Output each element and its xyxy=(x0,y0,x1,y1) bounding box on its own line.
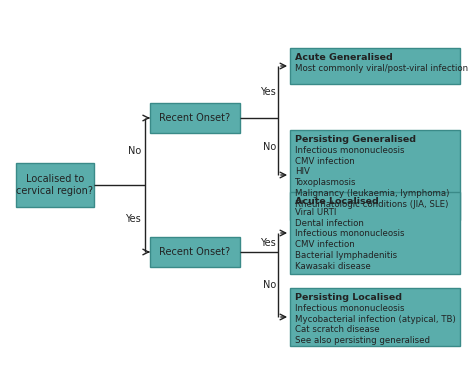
Text: Most commonly viral/post-viral infection: Most commonly viral/post-viral infection xyxy=(295,64,468,73)
FancyBboxPatch shape xyxy=(290,192,460,274)
Text: Infectious mononucleosis
Mycobacterial infection (atypical, TB)
Cat scratch dise: Infectious mononucleosis Mycobacterial i… xyxy=(295,304,456,345)
Text: No: No xyxy=(263,280,276,290)
Text: Recent Onset?: Recent Onset? xyxy=(159,247,230,257)
Text: Acute Localised: Acute Localised xyxy=(295,197,379,206)
Text: Recent Onset?: Recent Onset? xyxy=(159,113,230,123)
Text: Persisting Localised: Persisting Localised xyxy=(295,293,402,302)
Text: No: No xyxy=(128,146,141,156)
Text: Localised to
cervical region?: Localised to cervical region? xyxy=(17,174,93,196)
FancyBboxPatch shape xyxy=(150,103,240,133)
Text: Yes: Yes xyxy=(260,87,276,97)
Text: Persisting Generalised: Persisting Generalised xyxy=(295,135,416,144)
FancyBboxPatch shape xyxy=(290,48,460,84)
Text: Viral URTI
Dental infection
Infectious mononucleosis
CMV infection
Bacterial lym: Viral URTI Dental infection Infectious m… xyxy=(295,208,404,271)
FancyBboxPatch shape xyxy=(290,288,460,346)
Text: Acute Generalised: Acute Generalised xyxy=(295,53,393,62)
Text: Yes: Yes xyxy=(260,237,276,248)
Text: Yes: Yes xyxy=(125,213,141,223)
FancyBboxPatch shape xyxy=(150,237,240,267)
FancyBboxPatch shape xyxy=(290,130,460,220)
Text: Infectious mononucleosis
CMV infection
HIV
Toxoplasmosis
Malignancy (leukaemia, : Infectious mononucleosis CMV infection H… xyxy=(295,146,449,209)
Text: No: No xyxy=(263,142,276,152)
FancyBboxPatch shape xyxy=(16,163,94,207)
